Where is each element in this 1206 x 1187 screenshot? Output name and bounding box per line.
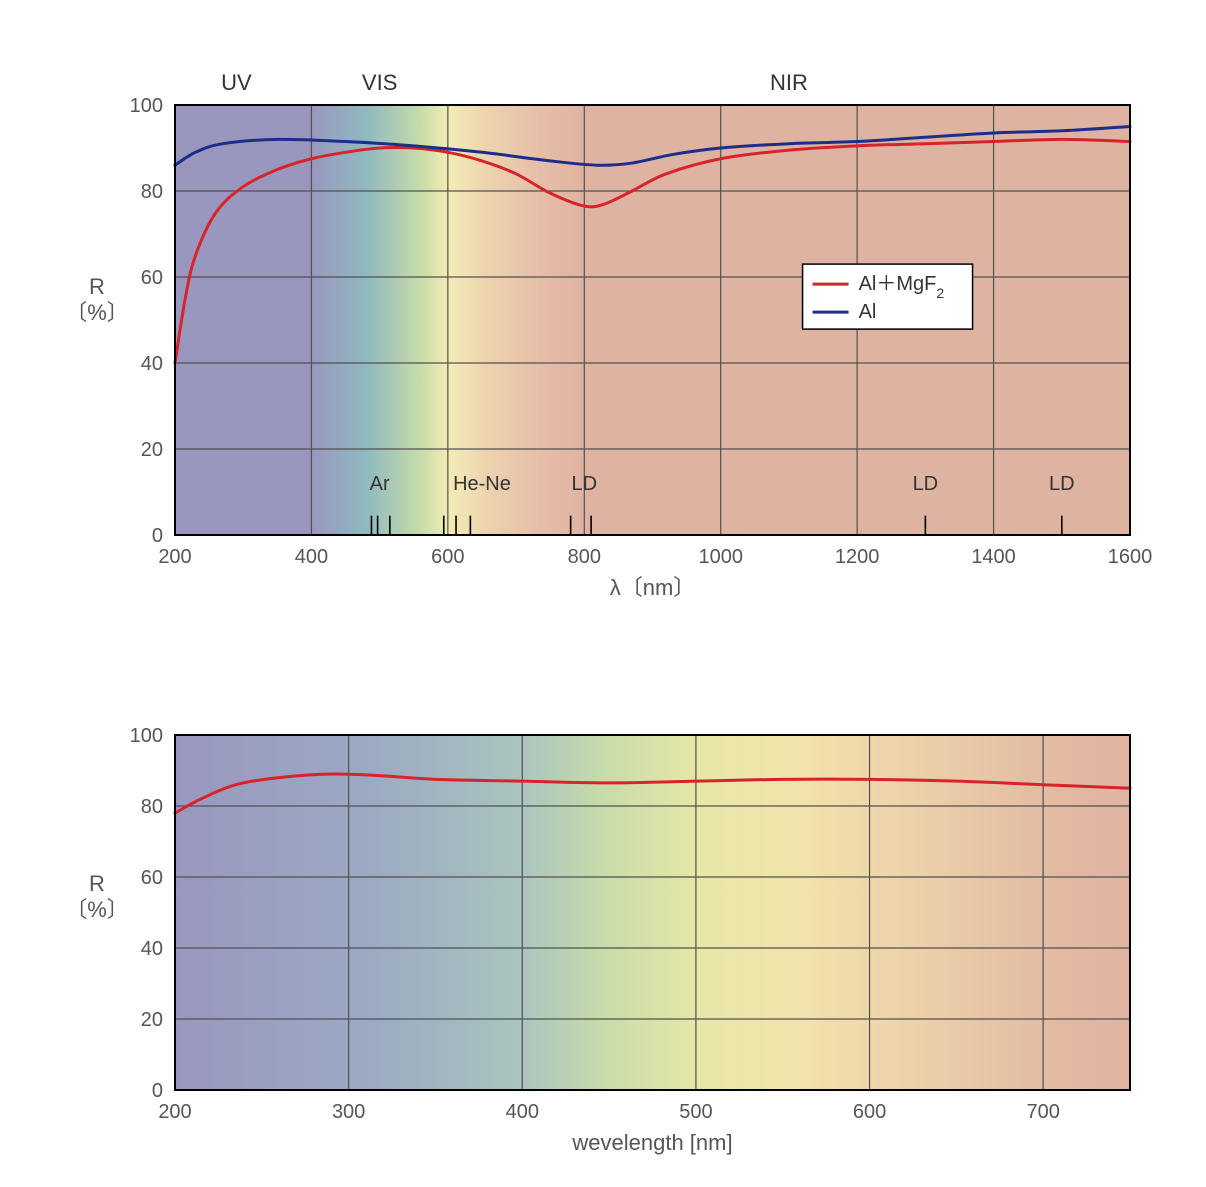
x-tick-label: 800 [568, 546, 601, 568]
x-tick-label: 600 [853, 1101, 886, 1123]
y-tick-label: 20 [141, 439, 163, 461]
legend-label: Al [859, 301, 877, 323]
x-axis-label: λ〔nm〕 [610, 575, 696, 600]
x-tick-label: 1400 [971, 546, 1016, 568]
y-tick-label: 80 [141, 181, 163, 203]
region-label: UV [221, 70, 252, 95]
region-label: VIS [362, 70, 397, 95]
x-tick-label: 1200 [835, 546, 880, 568]
x-tick-label: 1000 [698, 546, 743, 568]
laser-marker-label: Ar [370, 473, 390, 495]
y-tick-label: 40 [141, 938, 163, 960]
y-axis-label-line2: 〔%〕 [65, 300, 129, 325]
x-tick-label: 300 [332, 1101, 365, 1123]
x-tick-label: 400 [506, 1101, 539, 1123]
y-tick-label: 100 [130, 725, 163, 747]
spectrum-background [175, 735, 1130, 1090]
laser-marker-label: LD [1049, 473, 1075, 495]
y-axis-label-line1: R [89, 274, 105, 299]
y-tick-label: 100 [130, 95, 163, 117]
spectrum-region [175, 105, 311, 535]
x-axis-label: wevelength [nm] [571, 1130, 732, 1155]
y-axis-label-line2: 〔%〕 [65, 897, 129, 922]
x-tick-label: 200 [158, 1101, 191, 1123]
laser-marker-label: He-Ne [453, 473, 511, 495]
reflectance-chart-vis: 200 300 400 500 600 700 0 20 40 60 80 100 wevelength… [65, 680, 1180, 1165]
y-tick-label: 80 [141, 796, 163, 818]
laser-marker-label: LD [571, 473, 597, 495]
legend: Al＋MgF2Al [803, 264, 973, 329]
laser-marker-label: LD [913, 473, 939, 495]
y-tick-label: 0 [152, 1080, 163, 1102]
reflectance-chart-uv-vis-nir: UVVISNIRArHe-NeLDLDLD2004006008001000120… [65, 50, 1180, 610]
x-tick-label: 600 [431, 546, 464, 568]
x-tick-label: 400 [295, 546, 328, 568]
y-tick-label: 60 [141, 867, 163, 889]
region-label: NIR [770, 70, 808, 95]
y-tick-label: 60 [141, 267, 163, 289]
y-tick-label: 0 [152, 525, 163, 547]
page: UVVISNIRArHe-NeLDLDLD2004006008001000120… [0, 0, 1206, 1187]
x-tick-label: 500 [679, 1101, 712, 1123]
y-tick-label: 40 [141, 353, 163, 375]
x-tick-label: 700 [1026, 1101, 1059, 1123]
y-axis-label-line1: R [89, 871, 105, 896]
x-tick-label: 1600 [1108, 546, 1153, 568]
x-tick-label: 200 [158, 546, 191, 568]
y-tick-label: 20 [141, 1009, 163, 1031]
